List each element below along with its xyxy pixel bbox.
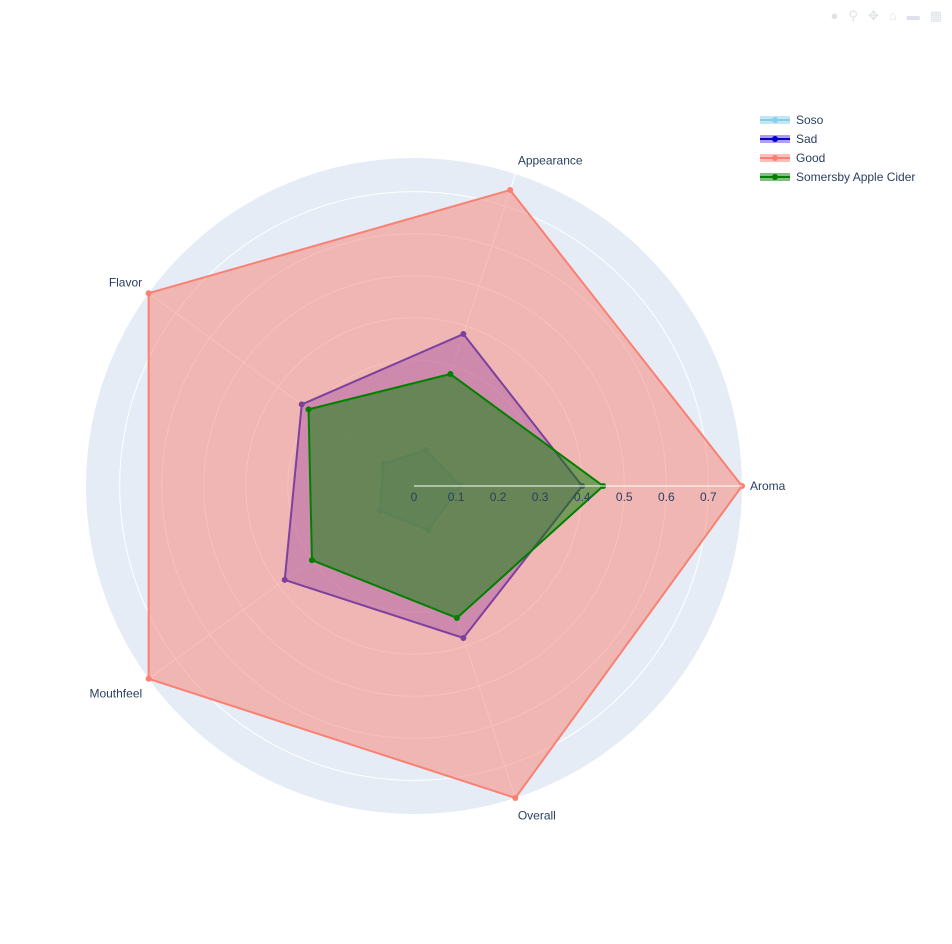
zoom-icon[interactable]: ⚲	[848, 8, 858, 23]
angular-label-appearance: Appearance	[518, 153, 583, 167]
data-point[interactable]	[507, 187, 514, 194]
data-point[interactable]	[145, 290, 152, 297]
radial-tick-label: 0.6	[658, 490, 675, 504]
legend-label: Soso	[796, 112, 824, 127]
angular-label-overall: Overall	[518, 809, 556, 823]
legend-swatch-icon	[760, 115, 790, 124]
legend-label: Sad	[796, 131, 818, 146]
camera-icon[interactable]: ●	[830, 8, 839, 23]
data-point[interactable]	[512, 794, 519, 801]
angular-label-mouthfeel: Mouthfeel	[89, 686, 142, 700]
modebar: ● ⚲ ✥ ⌂ ▬ ▦	[831, 8, 942, 24]
radial-tick-label: 0.4	[574, 490, 591, 504]
legend-label: Somersby Apple Cider	[796, 169, 916, 184]
radial-tick-label: 0.5	[616, 490, 633, 504]
data-point[interactable]	[305, 406, 312, 413]
radial-tick-label: 0.3	[532, 490, 549, 504]
legend-swatch-icon	[760, 153, 790, 162]
series-layer	[145, 187, 745, 801]
data-point[interactable]	[447, 371, 454, 378]
radial-tick-label: 0.2	[490, 490, 507, 504]
legend-item[interactable]: Good	[760, 148, 915, 167]
angular-labels: Aroma Appearance Flavor Mouthfeel Overall	[89, 153, 785, 822]
angular-label-aroma: Aroma	[750, 479, 786, 493]
legend: Soso Sad Good Somersby Apple Cider	[760, 110, 915, 186]
legend-item[interactable]: Sad	[760, 129, 915, 148]
data-point[interactable]	[453, 614, 460, 621]
data-point[interactable]	[145, 675, 152, 682]
radial-tick-label: 0.7	[700, 490, 717, 504]
legend-item[interactable]: Soso	[760, 110, 915, 129]
pan-icon[interactable]: ✥	[867, 8, 879, 23]
series-area	[307, 373, 605, 619]
legend-swatch-icon	[760, 134, 790, 143]
legend-label: Good	[796, 150, 826, 165]
radial-ticks: 0 0.1 0.2 0.3 0.4 0.5 0.6 0.7	[411, 485, 742, 504]
legend-swatch-icon	[760, 172, 790, 181]
plotly-logo-icon[interactable]: ▦	[929, 8, 942, 23]
angular-label-flavor: Flavor	[109, 276, 142, 290]
autoscale-icon[interactable]: ▬	[906, 8, 920, 23]
reset-icon[interactable]: ⌂	[888, 8, 897, 23]
radial-tick-label: 0.1	[448, 490, 465, 504]
radial-tick-label: 0	[411, 490, 418, 504]
data-point[interactable]	[308, 557, 315, 564]
legend-item[interactable]: Somersby Apple Cider	[760, 167, 915, 186]
